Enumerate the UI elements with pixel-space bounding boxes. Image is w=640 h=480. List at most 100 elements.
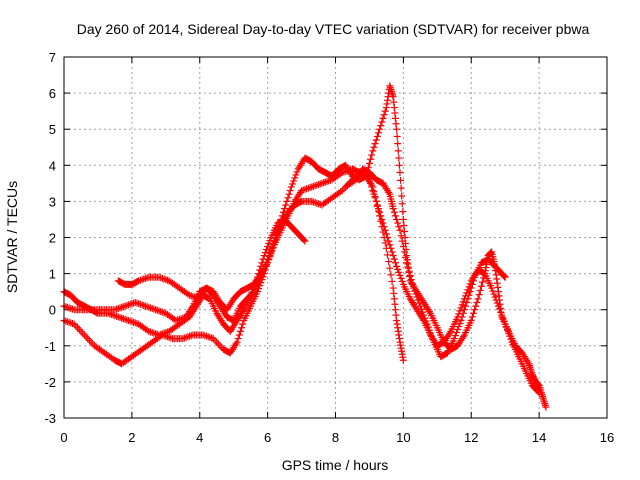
data-point bbox=[140, 301, 148, 309]
data-point bbox=[87, 338, 95, 346]
y-tick-label: 0 bbox=[49, 303, 56, 318]
data-point bbox=[401, 234, 409, 241]
data-point bbox=[454, 326, 462, 334]
data-point bbox=[390, 255, 398, 263]
data-point bbox=[498, 311, 506, 319]
data-point bbox=[488, 284, 496, 292]
data-point bbox=[299, 186, 307, 194]
data-point bbox=[372, 197, 380, 205]
data-point bbox=[148, 329, 156, 337]
data-point bbox=[116, 314, 124, 322]
data-point bbox=[65, 318, 73, 326]
data-point bbox=[233, 338, 241, 346]
data-point bbox=[385, 258, 393, 266]
data-point bbox=[380, 234, 388, 241]
data-point bbox=[65, 304, 73, 312]
data-point bbox=[393, 262, 401, 270]
data-point bbox=[309, 182, 317, 190]
data-point bbox=[152, 306, 160, 314]
data-point bbox=[162, 276, 170, 284]
data-point bbox=[494, 302, 502, 310]
data-point bbox=[419, 308, 427, 316]
data-point bbox=[378, 118, 386, 126]
data-point bbox=[155, 307, 163, 315]
data-point bbox=[374, 207, 382, 215]
data-point bbox=[374, 129, 382, 137]
data-point bbox=[467, 284, 475, 292]
data-point bbox=[126, 300, 134, 308]
data-point bbox=[79, 329, 87, 337]
data-point bbox=[407, 276, 415, 284]
data-point bbox=[467, 317, 475, 325]
data-point bbox=[373, 132, 381, 140]
data-point bbox=[192, 294, 200, 302]
data-point bbox=[182, 333, 190, 341]
data-point bbox=[265, 240, 273, 248]
data-point bbox=[399, 243, 407, 251]
data-point bbox=[186, 332, 194, 340]
data-point bbox=[369, 183, 377, 191]
data-point bbox=[371, 140, 379, 148]
data-point bbox=[403, 259, 411, 267]
data-point bbox=[459, 298, 467, 306]
data-point bbox=[500, 317, 508, 325]
data-point bbox=[133, 299, 141, 307]
data-point bbox=[405, 267, 413, 275]
data-point bbox=[203, 332, 211, 340]
data-point bbox=[116, 304, 124, 312]
data-point bbox=[150, 305, 158, 313]
data-point bbox=[268, 247, 276, 255]
data-point bbox=[370, 143, 378, 151]
data-point bbox=[128, 318, 136, 326]
data-point bbox=[67, 319, 75, 327]
data-point bbox=[136, 276, 144, 284]
data-point bbox=[412, 290, 420, 298]
data-point bbox=[489, 287, 497, 295]
data-point bbox=[455, 323, 463, 331]
data-point bbox=[63, 318, 71, 326]
data-point bbox=[143, 303, 151, 311]
data-point bbox=[381, 239, 389, 247]
y-tick-label: 5 bbox=[49, 122, 56, 137]
data-point bbox=[377, 122, 385, 130]
data-point bbox=[155, 273, 163, 281]
data-point bbox=[177, 315, 185, 323]
x-axis-title: GPS time / hours bbox=[282, 457, 389, 473]
data-point bbox=[470, 309, 478, 317]
data-point bbox=[398, 192, 406, 200]
data-point bbox=[113, 305, 121, 313]
data-point bbox=[396, 169, 404, 177]
data-point bbox=[408, 280, 416, 288]
data-point bbox=[82, 333, 90, 341]
data-point bbox=[395, 154, 403, 162]
data-point bbox=[67, 304, 75, 312]
data-point bbox=[216, 342, 224, 350]
data-point bbox=[415, 299, 423, 307]
data-point bbox=[462, 302, 470, 310]
data-point bbox=[479, 278, 487, 286]
data-point bbox=[465, 291, 473, 299]
chart-title: Day 260 of 2014, Sidereal Day-to-day VTE… bbox=[77, 21, 590, 37]
data-point bbox=[165, 333, 173, 341]
data-point bbox=[145, 303, 153, 311]
data-point bbox=[455, 310, 463, 318]
data-point bbox=[388, 248, 396, 256]
data-point bbox=[389, 252, 397, 260]
data-point bbox=[394, 147, 402, 155]
data-point bbox=[420, 311, 428, 319]
y-tick-label: 1 bbox=[49, 267, 56, 282]
data-point bbox=[376, 212, 384, 220]
data-point bbox=[369, 147, 377, 155]
data-point bbox=[423, 320, 431, 328]
data-point bbox=[399, 215, 407, 223]
data-point bbox=[269, 244, 277, 252]
data-point bbox=[394, 219, 402, 227]
data-point bbox=[503, 326, 511, 334]
data-point bbox=[499, 314, 507, 322]
data-point bbox=[321, 178, 329, 186]
data-point bbox=[130, 318, 138, 326]
data-point bbox=[393, 215, 401, 223]
data-point bbox=[290, 177, 298, 185]
data-point bbox=[502, 323, 510, 331]
